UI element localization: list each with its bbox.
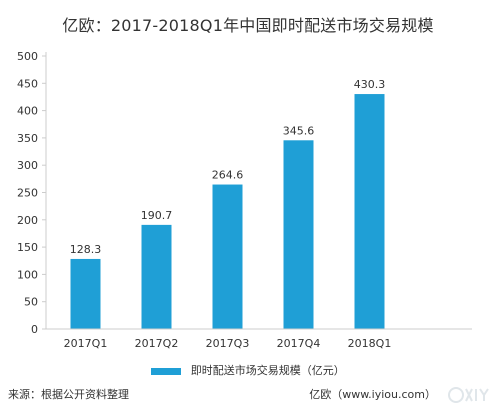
legend-swatch bbox=[151, 367, 182, 375]
iyiou-logo-icon bbox=[448, 387, 489, 403]
y-tick-label: 450 bbox=[17, 77, 38, 90]
y-tick-label: 300 bbox=[17, 159, 38, 172]
x-tick-label: 2017Q3 bbox=[206, 337, 250, 350]
y-tick-label: 50 bbox=[24, 296, 38, 309]
source-note: 来源：根据公开资料整理 bbox=[8, 388, 129, 401]
bar bbox=[70, 258, 101, 329]
x-axis: 2017Q1 2017Q2 2017Q3 2017Q4 2018Q1 bbox=[46, 328, 472, 350]
bar bbox=[212, 184, 243, 329]
bar bbox=[354, 94, 385, 329]
y-tick-label: 100 bbox=[17, 268, 38, 281]
y-tick-label: 350 bbox=[17, 132, 38, 145]
legend: 即时配送市场交易规模（亿元） bbox=[0, 362, 496, 378]
data-label: 430.3 bbox=[354, 78, 386, 91]
y-axis: 0 50 100 150 200 250 300 350 400 450 500 bbox=[17, 50, 47, 336]
x-tick-label: 2018Q1 bbox=[348, 337, 392, 350]
bar bbox=[283, 140, 314, 329]
y-tick-label: 150 bbox=[17, 241, 38, 254]
x-tick-label: 2017Q4 bbox=[277, 337, 321, 350]
data-labels-group: 128.3 190.7 264.6 345.6 430.3 bbox=[70, 78, 386, 256]
y-tick-label: 400 bbox=[17, 105, 38, 118]
x-tick-label: 2017Q1 bbox=[64, 337, 108, 350]
data-label: 345.6 bbox=[283, 124, 315, 137]
data-label: 190.7 bbox=[141, 209, 173, 222]
data-label: 264.6 bbox=[212, 169, 244, 182]
chart-title: 亿欧：2017-2018Q1年中国即时配送市场交易规模 bbox=[62, 16, 434, 35]
bars-group bbox=[70, 94, 385, 329]
bar bbox=[141, 224, 172, 329]
legend-label: 即时配送市场交易规模（亿元） bbox=[190, 364, 345, 377]
y-tick-label: 200 bbox=[17, 214, 38, 227]
y-tick-label: 250 bbox=[17, 187, 38, 200]
y-tick-label: 0 bbox=[31, 323, 38, 336]
data-label: 128.3 bbox=[70, 243, 102, 256]
credit-note: 亿欧（www.iyiou.com） bbox=[309, 388, 436, 401]
y-tick-label: 500 bbox=[17, 50, 38, 63]
x-tick-label: 2017Q2 bbox=[135, 337, 179, 350]
